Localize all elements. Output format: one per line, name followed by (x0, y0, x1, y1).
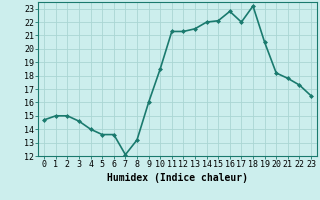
X-axis label: Humidex (Indice chaleur): Humidex (Indice chaleur) (107, 173, 248, 183)
